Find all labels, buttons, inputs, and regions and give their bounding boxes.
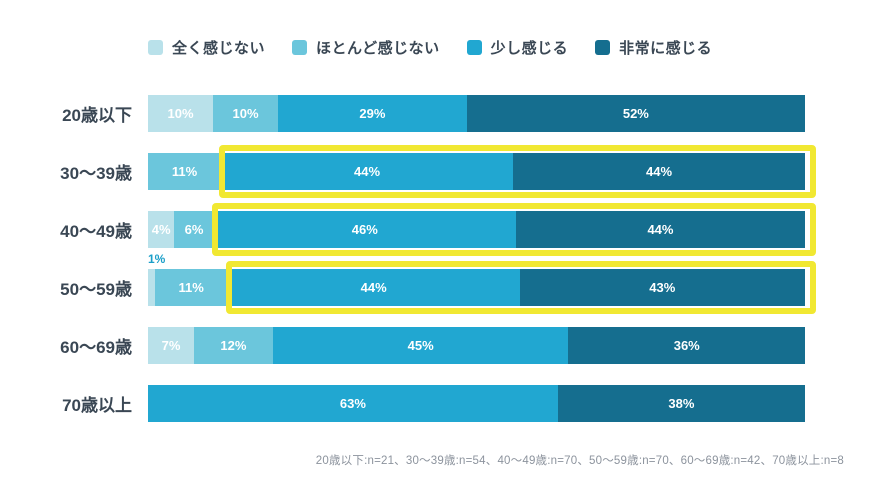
bar-segment: 44% bbox=[513, 153, 805, 190]
chart-row: 60〜69歳 7% 12% 45% 36% bbox=[0, 327, 870, 364]
segment-value-label: 45% bbox=[407, 338, 434, 353]
chart-row: 30〜39歳 11% 44% 44% bbox=[0, 145, 870, 198]
legend-swatch-icon bbox=[466, 40, 482, 55]
segment-value-label: 36% bbox=[673, 338, 700, 353]
segment-value-label: 38% bbox=[668, 396, 695, 411]
stacked-bar: 7% 12% 45% 36% bbox=[148, 327, 805, 364]
legend-item: 非常に感じる bbox=[595, 37, 712, 58]
segment-value-label: 63% bbox=[339, 396, 366, 411]
category-label: 60〜69歳 bbox=[60, 338, 132, 357]
legend: 全く感じない ほとんど感じない 少し感じる 非常に感じる bbox=[148, 37, 712, 58]
bar-segment: 43% bbox=[519, 269, 805, 306]
legend-item: ほとんど感じない bbox=[292, 37, 440, 58]
bar-segment: 44% bbox=[221, 153, 513, 190]
segment-value-label: 44% bbox=[645, 164, 673, 179]
legend-label: 全く感じない bbox=[172, 40, 266, 57]
segment-value-callout: 1% bbox=[148, 252, 166, 266]
segment-value-label: 7% bbox=[161, 338, 181, 353]
chart-rows: 20歳以下 10% 10% 29% 52% 30〜39歳 11% 44% 44% 40〜49歳 4%… bbox=[0, 95, 870, 443]
bar-segment: 12% bbox=[193, 327, 273, 364]
segment-value-label: 6% bbox=[184, 222, 204, 237]
bar-segment: 52% bbox=[466, 95, 805, 132]
stacked-bar: 4% 6% 46% 44% bbox=[148, 203, 816, 256]
bar-segment: 10% bbox=[213, 95, 279, 132]
stacked-bar: 11% 44% 44% bbox=[148, 145, 816, 198]
segment-value-label: 29% bbox=[359, 106, 386, 121]
stacked-bar: 63% 38% bbox=[148, 385, 805, 422]
bar-segment: 29% bbox=[278, 95, 467, 132]
legend-item: 全く感じない bbox=[148, 37, 265, 58]
legend-item: 少し感じる bbox=[466, 37, 569, 58]
bar-segment: 44% bbox=[515, 211, 805, 248]
bar-segment: 44% bbox=[227, 269, 520, 306]
segment-value-label: 11% bbox=[178, 280, 204, 295]
chart-row: 20歳以下 10% 10% 29% 52% bbox=[0, 95, 870, 132]
bar-segment: 11% bbox=[148, 153, 221, 190]
segment-value-label: 11% bbox=[171, 164, 198, 179]
bar-segment: 7% bbox=[148, 327, 194, 364]
chart-row: 40〜49歳 4% 6% 46% 44% bbox=[0, 203, 870, 256]
legend-swatch-icon bbox=[595, 40, 611, 55]
segment-value-label: 46% bbox=[351, 222, 378, 237]
category-label: 50〜59歳 bbox=[60, 280, 132, 299]
bar-segment: 38% bbox=[557, 385, 805, 422]
segment-value-label: 4% bbox=[151, 222, 171, 237]
segment-value-label: 12% bbox=[220, 338, 247, 353]
legend-label: 非常に感じる bbox=[619, 40, 713, 57]
bar-segment: 46% bbox=[213, 211, 516, 248]
sample-size-footnote: 20歳以下:n=21、30〜39歳:n=54、40〜49歳:n=70、50〜59… bbox=[315, 455, 844, 467]
bar-segment bbox=[148, 269, 155, 306]
chart-row: 70歳以上 63% 38% bbox=[0, 385, 870, 422]
stacked-bar: 10% 10% 29% 52% bbox=[148, 95, 805, 132]
bar-segment: 63% bbox=[148, 385, 558, 422]
segment-value-label: 44% bbox=[353, 164, 381, 179]
category-label: 70歳以上 bbox=[62, 396, 132, 415]
segment-value-label: 43% bbox=[649, 280, 676, 295]
chart-row: 50〜59歳 1% 11% 44% 43% bbox=[0, 252, 870, 314]
category-label: 40〜49歳 bbox=[60, 222, 132, 241]
bar-segment: 4% bbox=[148, 211, 175, 248]
segment-value-label: 44% bbox=[647, 222, 674, 237]
legend-label: 少し感じる bbox=[490, 40, 569, 57]
stacked-bar: 1% 11% 44% 43% bbox=[148, 252, 816, 314]
segment-value-label: 52% bbox=[622, 106, 649, 121]
segment-value-label: 44% bbox=[360, 280, 387, 295]
bar-segment: 11% bbox=[154, 269, 228, 306]
bar-segment: 10% bbox=[148, 95, 214, 132]
segment-value-label: 10% bbox=[232, 106, 259, 121]
category-label: 30〜39歳 bbox=[60, 164, 132, 183]
legend-label: ほとんど感じない bbox=[316, 40, 440, 57]
category-label: 20歳以下 bbox=[62, 106, 132, 125]
legend-swatch-icon bbox=[292, 40, 308, 55]
bar-segment: 36% bbox=[568, 327, 805, 364]
bar-segment: 45% bbox=[272, 327, 569, 364]
bar-segment: 6% bbox=[174, 211, 214, 248]
legend-swatch-icon bbox=[148, 40, 163, 55]
segment-value-label: 10% bbox=[167, 106, 194, 121]
